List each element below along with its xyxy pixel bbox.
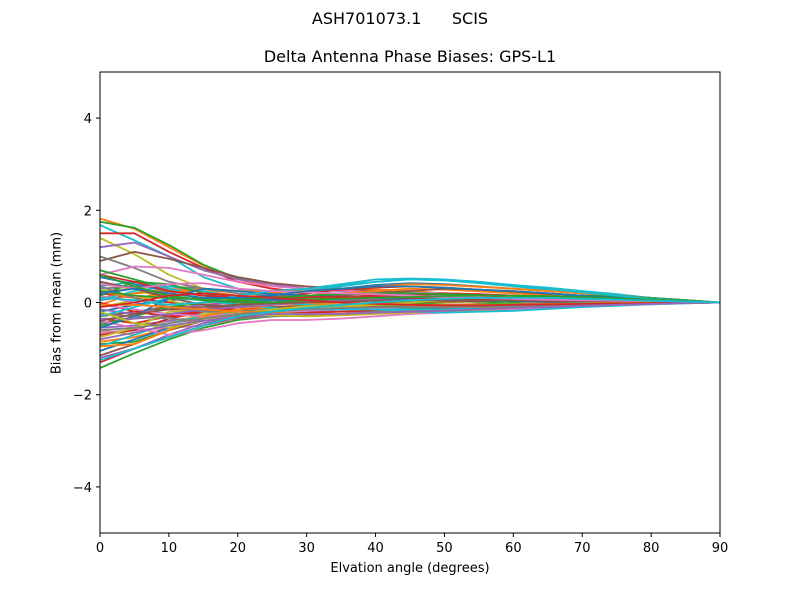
- series-line-s55: [99, 278, 721, 306]
- series-line-s66: [99, 296, 721, 361]
- y-tick-label: −2: [73, 389, 92, 404]
- x-tick-label: 40: [367, 541, 384, 556]
- x-tick-label: 20: [230, 541, 247, 556]
- figure-suptitle: ASH701073.1 SCIS: [311, 9, 489, 28]
- y-axis-label: Bias from mean (mm): [49, 231, 65, 375]
- y-tick-label: 0: [84, 297, 92, 312]
- series-lines: [99, 217, 721, 369]
- x-tick-label: 80: [643, 541, 660, 556]
- series-line-s3: [99, 224, 721, 304]
- x-axis-label: Elvation angle (degrees): [330, 561, 490, 576]
- x-tick-label: 50: [436, 541, 453, 556]
- series-line-s64: [99, 292, 720, 308]
- x-tick-label: 10: [161, 541, 178, 556]
- x-tick-label: 60: [505, 541, 522, 556]
- x-tick-label: 0: [96, 541, 104, 556]
- y-tick-label: 4: [84, 112, 92, 127]
- x-axis-ticks: 0 10 20 30 40 50 60 70 80 90: [96, 533, 728, 556]
- series-line-s63: [99, 273, 721, 304]
- x-tick-label: 30: [298, 541, 315, 556]
- x-tick-label: 90: [712, 541, 729, 556]
- chart-title: Delta Antenna Phase Biases: GPS-L1: [263, 47, 557, 66]
- y-axis-ticks: −4 −2 0 2 4: [73, 112, 100, 496]
- y-tick-label: −4: [73, 481, 92, 496]
- series-line-s58: [99, 282, 721, 304]
- y-tick-label: 2: [84, 204, 92, 219]
- series-line-s65: [99, 301, 721, 341]
- x-tick-label: 70: [574, 541, 591, 556]
